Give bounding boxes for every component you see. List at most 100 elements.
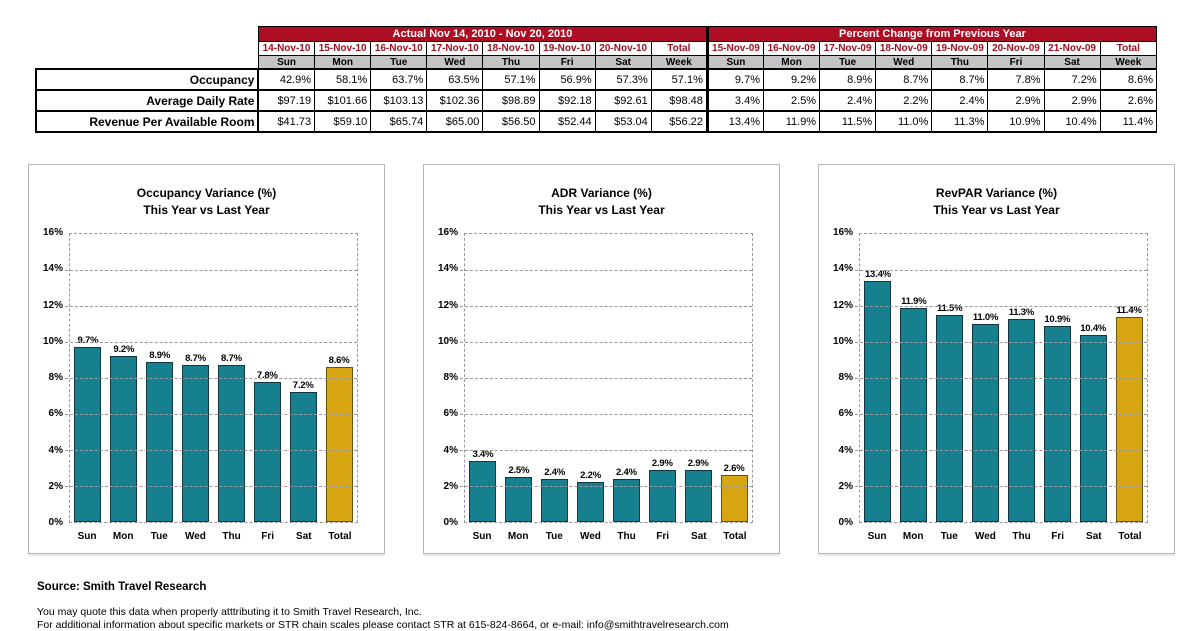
bar-value-label: 2.4% <box>544 466 566 478</box>
gridline <box>855 342 1147 343</box>
day-header-cell: Sat <box>1043 55 1101 70</box>
bar-value-label: 7.8% <box>256 369 278 381</box>
y-axis-tick-label: 16% <box>42 227 63 238</box>
gridline <box>855 450 1147 451</box>
bar <box>1043 325 1071 522</box>
value-cell: 63.5% <box>426 68 484 91</box>
bars-group: 3.4% 2.5% 2.4% 2.2% 2.4% 2.9% 2.9% 2.6% <box>465 234 752 522</box>
day-header-cell: Thu <box>931 55 989 70</box>
value-cell: 2.9% <box>1043 89 1101 112</box>
bar <box>253 381 281 522</box>
value-cell: 11.9% <box>762 110 821 133</box>
day-header-cell: Thu <box>482 55 540 70</box>
bar-slot: 2.9% <box>644 234 680 522</box>
bar-slot: 11.5% <box>932 234 968 522</box>
value-cell: 57.1% <box>482 68 540 91</box>
gridline <box>65 378 357 379</box>
value-cell: 10.4% <box>1043 110 1101 133</box>
bar-slot: 9.2% <box>106 234 142 522</box>
value-cell: 56.9% <box>538 68 596 91</box>
value-cell: $52.44 <box>538 110 596 133</box>
gridline <box>460 450 752 451</box>
bar-value-label: 11.3% <box>1008 306 1035 318</box>
table-row: Average Daily Rate $97.19 $101.66 $103.13 $1… <box>34 89 1158 112</box>
value-cell: 7.2% <box>1043 68 1101 91</box>
x-axis-category-label: Thu <box>222 531 241 542</box>
date-header-cell: 17-Nov-10 <box>426 41 484 56</box>
gridline <box>855 486 1147 487</box>
x-axis-labels: Sun Mon Tue Wed Thu Fri Sat Total <box>859 531 1148 542</box>
value-cell: $98.48 <box>650 89 708 112</box>
gridline <box>65 306 357 307</box>
bar-value-label: 9.7% <box>77 335 99 347</box>
day-header-cell: Wed <box>875 55 933 70</box>
day-header-cell: Wed <box>426 55 484 70</box>
value-cell: 58.1% <box>314 68 372 91</box>
bar <box>936 315 964 522</box>
bar-value-label: 11.0% <box>972 312 999 323</box>
x-axis-category-label: Wed <box>579 531 601 542</box>
gridline <box>855 378 1147 379</box>
value-cell: 2.2% <box>875 89 933 112</box>
value-cell: 8.6% <box>1099 68 1158 91</box>
bar-slot: 2.9% <box>680 234 716 522</box>
date-header-cell: 18-Nov-10 <box>482 41 540 56</box>
chart-title-line2: This Year vs Last Year <box>143 202 270 217</box>
value-cell: $92.61 <box>594 89 652 112</box>
x-axis-category-label: Sat <box>691 531 707 542</box>
bar <box>1007 318 1035 522</box>
day-header-cell: Tue <box>370 55 428 70</box>
day-header-cell: Sun <box>257 55 316 70</box>
y-axis-tick-label: 8% <box>443 372 458 383</box>
x-axis-category-label: Thu <box>617 531 636 542</box>
x-axis-category-label: Mon <box>902 531 924 542</box>
adr-variance-chart: ADR Variance (%) This Year vs Last Year … <box>423 164 780 554</box>
date-header-cell: 17-Nov-09 <box>819 41 877 56</box>
table-corner-spacer <box>36 41 259 56</box>
percent-change-section-header: Percent Change from Previous Year <box>705 26 1158 42</box>
y-axis-tick-label: 10% <box>42 335 63 347</box>
value-cell: 7.8% <box>987 68 1045 91</box>
bar-value-label: 2.5% <box>508 465 530 476</box>
bar <box>972 324 1000 522</box>
y-axis-tick-label: 12% <box>42 299 63 311</box>
row-label: Average Daily Rate <box>34 89 260 112</box>
chart-title-line2: This Year vs Last Year <box>933 202 1060 217</box>
y-axis-tick-label: 6% <box>48 408 63 420</box>
y-axis-tick-label: 6% <box>838 408 853 420</box>
date-header-cell: 18-Nov-09 <box>875 41 933 56</box>
day-header-cell: Fri <box>987 55 1045 70</box>
bar-slot: 2.6% <box>716 234 752 522</box>
bar <box>182 365 210 522</box>
revpar-variance-chart: RevPAR Variance (%) This Year vs Last Ye… <box>818 164 1175 554</box>
value-cell: $101.66 <box>314 89 372 112</box>
actual-section-header: Actual Nov 14, 2010 - Nov 20, 2010 <box>257 26 708 42</box>
value-cell: 2.4% <box>931 89 989 112</box>
bar <box>469 460 497 522</box>
value-cell: 13.4% <box>705 110 764 133</box>
bar-slot: 8.7% <box>178 234 214 522</box>
value-cell: $41.73 <box>257 110 316 133</box>
occupancy-variance-chart: Occupancy Variance (%) This Year vs Last… <box>28 164 385 554</box>
chart-title-line1: Occupancy Variance (%) <box>136 186 277 200</box>
bar <box>74 347 102 522</box>
gridline <box>460 342 752 343</box>
bar-value-label: 2.9% <box>651 457 673 469</box>
bar-slot: 8.6% <box>321 234 357 522</box>
y-axis-tick-label: 16% <box>437 227 458 238</box>
date-header-cell: Total <box>1099 41 1158 56</box>
bar-value-label: 2.4% <box>616 466 637 478</box>
y-axis-tick-label: 12% <box>437 299 458 311</box>
value-cell: $92.18 <box>538 89 596 112</box>
y-axis-tick-label: 0% <box>48 517 63 528</box>
y-axis-tick-label: 16% <box>832 227 853 238</box>
bar-value-label: 13.4% <box>864 268 891 280</box>
value-cell: 9.7% <box>705 68 764 91</box>
gridline <box>65 414 357 415</box>
value-cell: $65.74 <box>370 110 428 133</box>
bar <box>110 356 138 522</box>
x-axis-category-label: Total <box>328 531 352 542</box>
section-title-row: Actual Nov 14, 2010 - Nov 20, 2010 Perce… <box>36 26 1158 42</box>
bar-slot: 13.4% <box>860 234 896 522</box>
value-cell: 8.7% <box>931 68 989 91</box>
